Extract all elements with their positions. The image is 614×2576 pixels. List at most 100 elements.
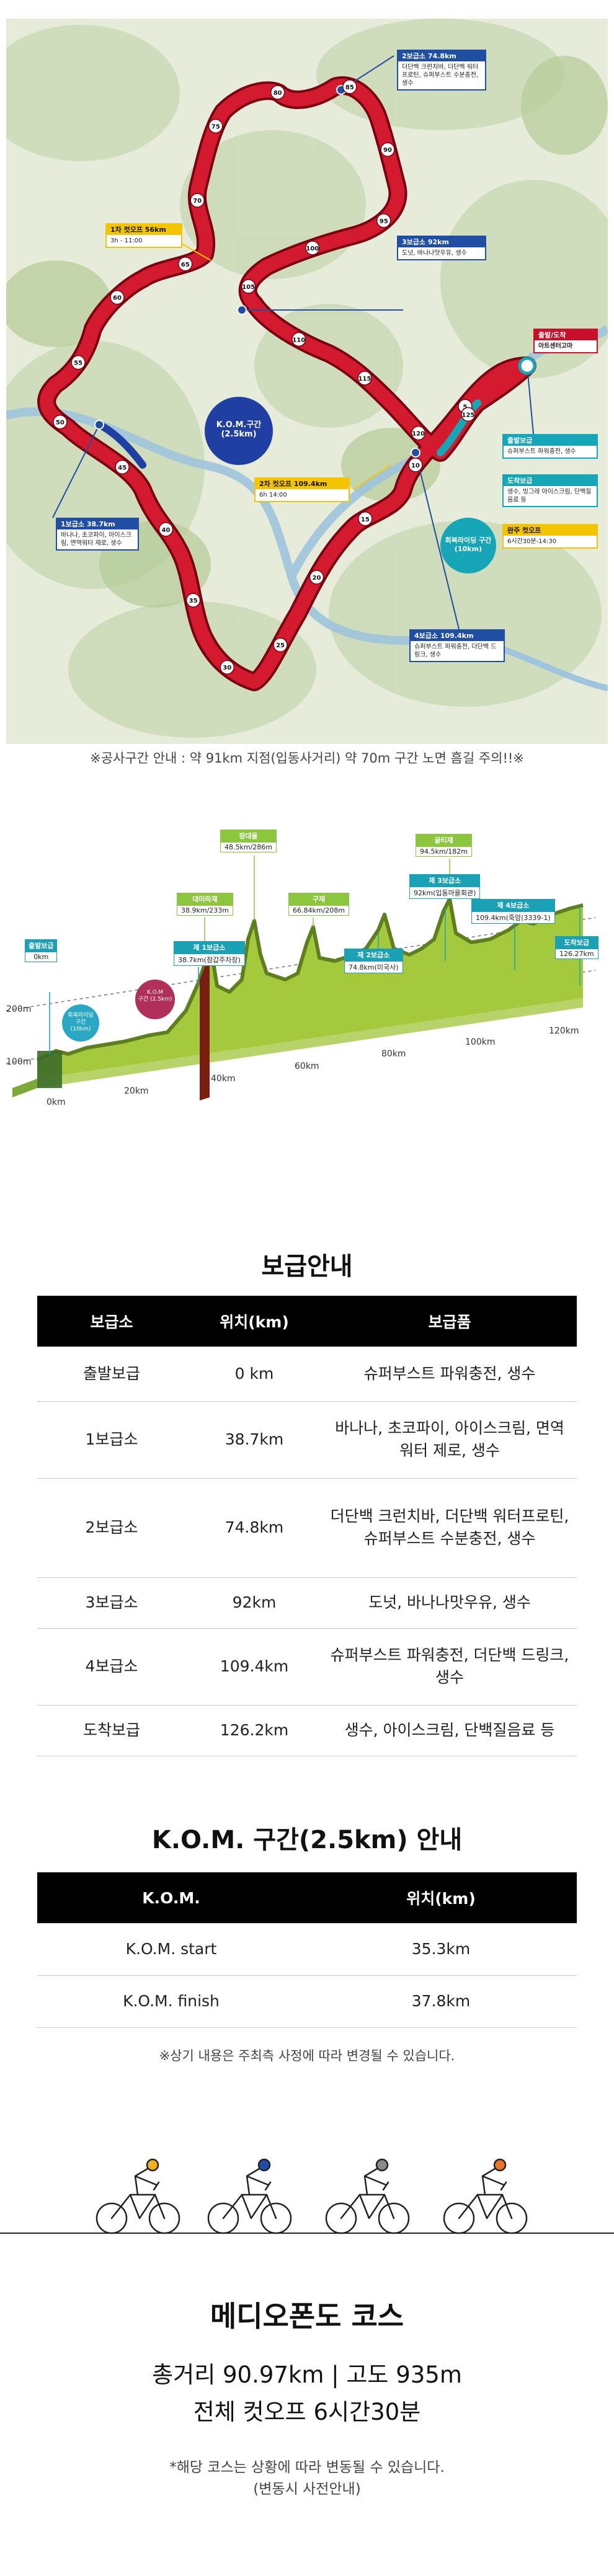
km-marker-label: 20 <box>313 575 321 582</box>
km-marker-label: 65 <box>181 262 190 268</box>
supply-station: 4보급소 <box>37 1628 186 1706</box>
km-marker-icon <box>358 511 373 526</box>
table-row: 도착보급 126.2km 생수, 아이스크림, 단백질음료 등 <box>37 1705 577 1756</box>
map-label-supply1: 1보급소 38.7km 바나나, 초코파이, 아이스크림, 면역워터 제로, 생… <box>56 518 139 551</box>
supply-items: 더단백 크런치바, 더단백 워터프로틴, 슈퍼부스트 수분충전, 생수 <box>323 1478 577 1578</box>
y-label-200: 200m <box>6 1004 32 1014</box>
supply-position: 0 km <box>186 1347 323 1402</box>
supply-station: 1보급소 <box>37 1401 186 1479</box>
kom-header-label: K.O.M. <box>37 1872 305 1923</box>
km-marker-label: 60 <box>113 295 122 302</box>
km-marker-icon <box>53 414 68 430</box>
elev-tag-daemi: 대미라재 38.9km/233m <box>177 893 233 916</box>
km-marker-label: 80 <box>274 90 282 97</box>
km-marker-label: 85 <box>345 84 354 91</box>
km-marker-label: 125 <box>461 412 474 418</box>
supply-items: 슈퍼부스트 파워충전, 더단백 드링크, 생수 <box>323 1628 577 1706</box>
elev-tag-jangdae: 장대울 48.5km/286m <box>220 830 277 852</box>
elev-tag-recovery: 회복라이딩 구간 (10km) <box>68 1012 94 1032</box>
elev-tag-supply3: 제 3보급소 92km(입동마을회관) <box>409 874 481 899</box>
kom-table: K.O.M. 위치(km) K.O.M. start 35.3km K.O.M.… <box>37 1872 577 2028</box>
km-marker-icon <box>291 332 306 347</box>
km-marker-label: 15 <box>361 516 370 523</box>
km-marker-icon <box>190 193 205 208</box>
supply-header-items: 보급품 <box>323 1296 577 1347</box>
map-label-cutoff2: 2차 컷오프 109.4km 6h 14:00 <box>254 477 350 502</box>
kom-label: K.O.M. finish <box>37 1975 305 2028</box>
table-row: 2보급소 74.8km 더단백 크런치바, 더단백 워터프로틴, 슈퍼부스트 수… <box>37 1478 577 1578</box>
km-marker-label: 25 <box>276 642 285 649</box>
supply-header-position: 위치(km) <box>186 1296 323 1347</box>
km-marker-label: 70 <box>193 198 202 205</box>
km-marker-icon <box>158 522 174 537</box>
km-marker-icon <box>305 241 320 255</box>
map-svg: 5 10 15 20 25 30 35 40 45 50 55 60 65 70 75 80 85 90 95 100… <box>6 19 608 744</box>
km-marker-label: 75 <box>211 123 220 130</box>
map-kom-badge: K.O.M.구간 (2.5km) <box>205 397 273 465</box>
map-recovery-badge: 회복라이딩 구간 (10km) <box>440 518 496 573</box>
km-marker-icon <box>241 279 256 294</box>
elev-tag-supply1: 제 1보급소 38.7km(점갑주차장) <box>174 941 245 966</box>
x-label-0: 0km <box>47 1097 66 1107</box>
supply-position: 38.7km <box>186 1401 323 1479</box>
km-marker-label: 95 <box>380 218 388 225</box>
supply-items: 도넛, 바나나맛우유, 생수 <box>323 1577 577 1629</box>
table-row: 3보급소 92km 도넛, 바나나맛우유, 생수 <box>37 1577 577 1629</box>
elev-tag-supply4: 제 4보급소 109.4km(죽암(3339-1) <box>471 899 555 924</box>
km-marker-label: 50 <box>56 420 65 427</box>
elev-tag-supply2: 제 2보급소 74.8km(미국사) <box>344 949 403 973</box>
cyclists-illustration-icon <box>0 2158 614 2234</box>
table-row: 1보급소 38.7km 바나나, 초코파이, 아이스크림, 면역워터 제로, 생… <box>37 1401 577 1479</box>
elevation-svg <box>6 856 596 1100</box>
elev-tag-kom: K.O.M 구간 (2.5km) <box>138 989 172 1003</box>
map-label-finish-supply: 도착보급 생수, 빙그레 아이스크림, 단백질음료 등 <box>502 474 598 507</box>
elev-tag-gulti: 굴티재 94.5km/182m <box>416 834 472 857</box>
x-label-60: 60km <box>295 1061 319 1071</box>
km-marker-icon <box>408 458 423 472</box>
km-marker-label: 35 <box>189 598 198 604</box>
km-marker-label: 115 <box>358 376 372 383</box>
supply-station: 2보급소 <box>37 1478 186 1578</box>
elev-tag-start: 출발보급 0km <box>25 939 58 962</box>
km-marker-label: 100 <box>306 246 319 252</box>
kom-position: 35.3km <box>305 1923 577 1976</box>
kom-title: K.O.M. 구간(2.5km) 안내 <box>151 1826 463 1854</box>
elev-tag-finish: 도착보급 126.27km <box>555 936 598 959</box>
km-marker-label: 45 <box>118 464 127 471</box>
y-label-100: 100m <box>6 1057 32 1067</box>
km-marker-icon <box>380 142 395 157</box>
map-label-supply3: 3보급소 92km 도넛, 바나나맛우유, 생수 <box>397 236 486 260</box>
kom-note: ※상기 내용은 주최측 사정에 따라 변경될 수 있습니다. <box>159 2048 455 2063</box>
table-row: 출발보급 0 km 슈퍼부스트 파워충전, 생수 <box>37 1347 577 1402</box>
km-marker-icon <box>461 407 476 422</box>
x-label-120: 120km <box>549 1026 579 1036</box>
supply-position: 92km <box>186 1577 323 1629</box>
table-row: K.O.M. start 35.3km <box>37 1923 577 1976</box>
kom-header-position: 위치(km) <box>305 1872 577 1923</box>
map-label-start-finish: 출발/도착 아트센터고마 <box>533 329 598 353</box>
km-marker-icon <box>185 593 201 608</box>
km-marker-icon <box>115 459 130 475</box>
course-distance: 총거리 90.97km | 고도 935m <box>152 2361 462 2388</box>
supply-position: 109.4km <box>186 1628 323 1706</box>
start-finish-marker-icon <box>518 356 536 375</box>
map-label-supply4: 4보급소 109.4km 슈퍼부스트 파워충전, 더단백 드링크, 생수 <box>409 629 505 662</box>
km-marker-label: 105 <box>242 284 255 291</box>
km-marker-label: 40 <box>161 527 170 534</box>
km-marker-icon <box>376 213 391 228</box>
km-marker-icon <box>177 257 193 272</box>
supply-station: 도착보급 <box>37 1705 186 1756</box>
km-marker-icon <box>71 355 86 370</box>
x-label-40: 40km <box>211 1074 236 1084</box>
table-row: K.O.M. finish 37.8km <box>37 1975 577 2028</box>
km-marker-icon <box>208 118 223 134</box>
x-label-80: 80km <box>381 1049 406 1059</box>
km-marker-label: 10 <box>411 463 420 469</box>
supply-station: 출발보급 <box>37 1347 186 1402</box>
course-note-sub: (변동시 사전안내) <box>253 2481 361 2497</box>
supply-items: 생수, 아이스크림, 단백질음료 등 <box>323 1705 577 1756</box>
map-label-start-supply: 출발보급 슈퍼부스트 파워충전, 생수 <box>502 434 598 459</box>
construction-notice: ※공사구간 안내 : 약 91km 지점(입동사거리) 약 70m 구간 노면 … <box>90 751 524 766</box>
elevation-profile: 출발보급 0km 회복라이딩 구간 (10km) K.O.M 구간 (2.5km… <box>0 806 614 1153</box>
